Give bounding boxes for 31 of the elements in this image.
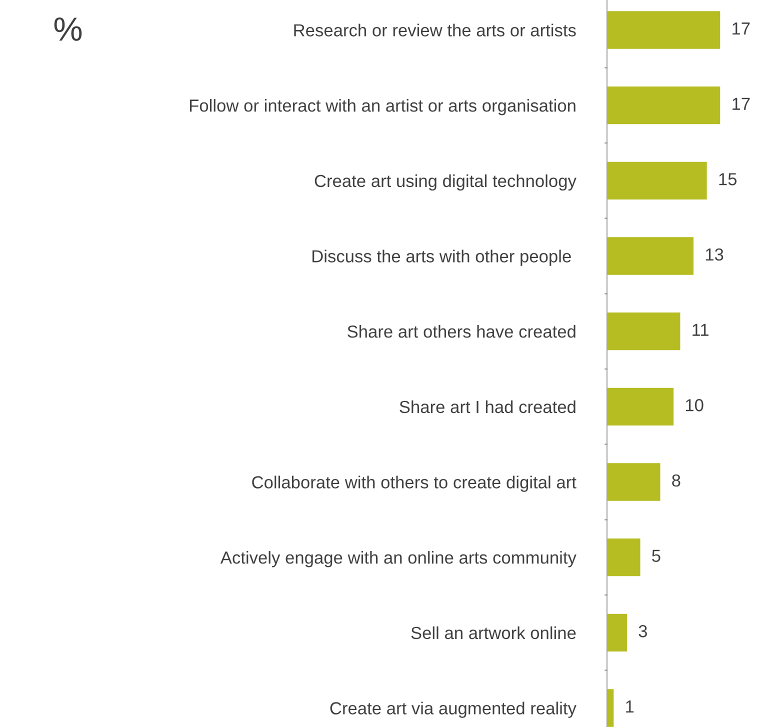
data-label: 15	[719, 173, 737, 186]
data-label: 17	[732, 98, 750, 110]
bar	[607, 237, 694, 275]
y-tick-label: Actively engage with an online arts community	[220, 551, 576, 568]
y-tick-label: Share art I had created	[400, 400, 576, 414]
y-tick-label: Create art using digital technology	[314, 174, 576, 191]
bar	[607, 689, 614, 727]
bar	[607, 312, 680, 350]
y-tick-label: Research or review the arts or artists	[294, 24, 576, 36]
data-label: 5	[652, 550, 660, 562]
data-label: 8	[672, 474, 680, 487]
bar	[607, 614, 627, 652]
y-tick-label: Share art others have created	[348, 325, 576, 338]
bar	[607, 162, 707, 200]
y-tick-label: Discuss the arts with other people	[312, 250, 571, 266]
bar	[607, 538, 640, 576]
text: %	[54, 17, 82, 41]
bar	[607, 463, 660, 501]
y-tick-label: Create art via augmented reality	[330, 702, 576, 718]
data-label: 1	[626, 700, 634, 712]
y-tick-label: Collaborate with others to create digital art	[252, 476, 576, 492]
data-label: 11	[692, 324, 708, 336]
data-label: 13	[706, 248, 724, 261]
bar	[607, 11, 720, 49]
data-label: 3	[638, 625, 647, 638]
y-tick-label: Sell an artwork online	[411, 626, 576, 640]
bar	[607, 86, 720, 124]
bar	[607, 388, 674, 426]
y-tick-label: Follow or interact with an artist or arts organisation	[190, 99, 576, 116]
data-label: 10	[686, 399, 704, 412]
data-label: 17	[732, 22, 750, 34]
